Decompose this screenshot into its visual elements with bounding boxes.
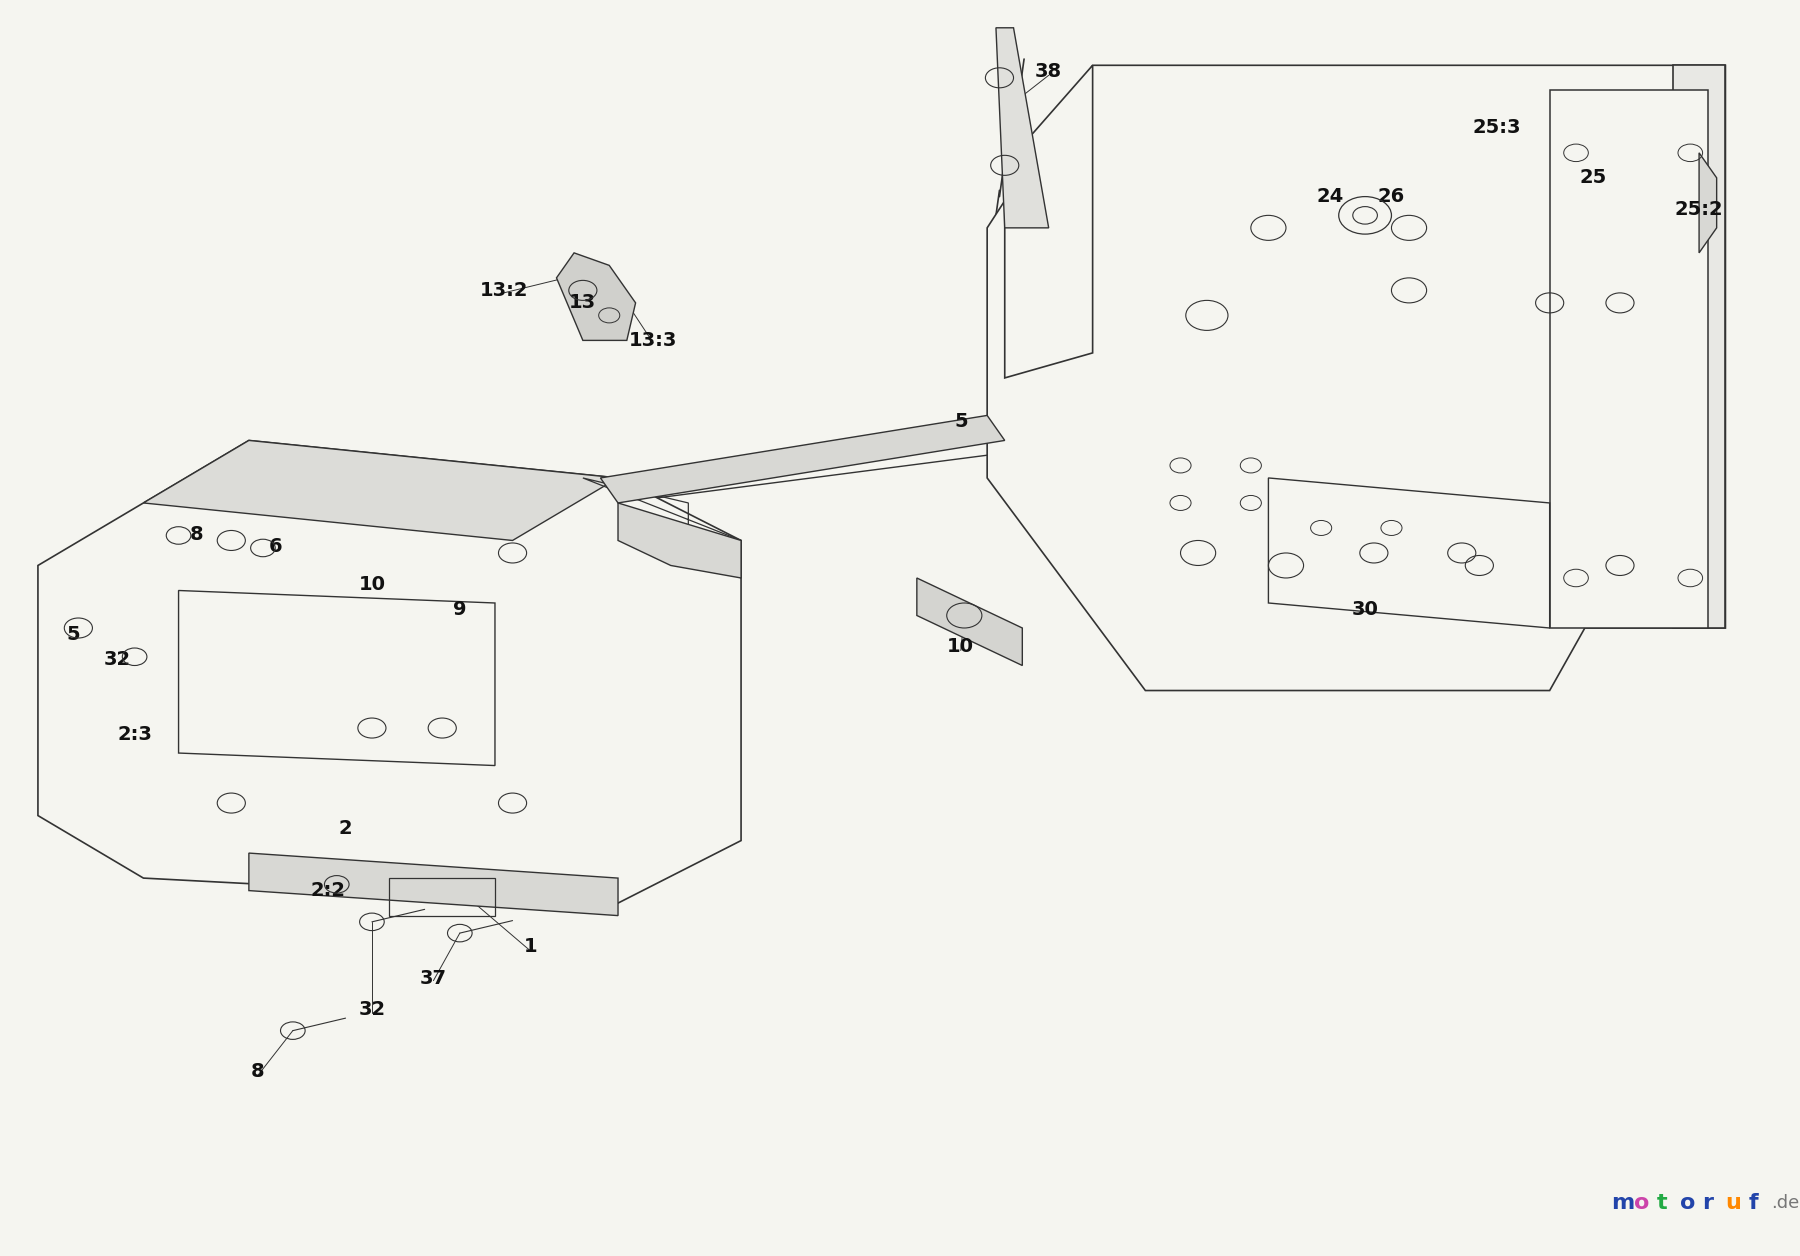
Text: o: o: [1634, 1193, 1649, 1213]
Text: o: o: [1679, 1193, 1696, 1213]
Text: f: f: [1748, 1193, 1759, 1213]
Polygon shape: [617, 502, 742, 578]
Text: u: u: [1726, 1193, 1741, 1213]
Polygon shape: [1699, 153, 1717, 252]
Text: .de: .de: [1771, 1194, 1800, 1212]
Polygon shape: [601, 416, 1004, 502]
Text: 5: 5: [67, 624, 79, 644]
Text: 13:3: 13:3: [628, 330, 677, 350]
Text: 32: 32: [358, 1000, 385, 1019]
Text: 1: 1: [524, 937, 536, 956]
Text: 25:2: 25:2: [1674, 200, 1723, 219]
Text: 25: 25: [1580, 168, 1607, 187]
Text: 8: 8: [189, 525, 203, 544]
Text: 38: 38: [1035, 62, 1062, 82]
Text: 5: 5: [954, 412, 968, 431]
Ellipse shape: [1206, 303, 1364, 453]
Polygon shape: [1269, 479, 1550, 628]
Text: 10: 10: [358, 575, 385, 594]
Text: 8: 8: [250, 1063, 265, 1081]
Text: 2: 2: [338, 819, 353, 838]
Text: 13:2: 13:2: [479, 281, 527, 300]
Polygon shape: [38, 441, 742, 903]
Text: r: r: [1703, 1193, 1714, 1213]
Text: 24: 24: [1316, 187, 1343, 206]
Text: 30: 30: [1352, 600, 1379, 619]
Polygon shape: [995, 28, 1049, 227]
Text: 13: 13: [569, 294, 596, 313]
Polygon shape: [556, 252, 635, 340]
Text: 10: 10: [947, 637, 974, 656]
Polygon shape: [986, 65, 1726, 691]
Text: 2:2: 2:2: [310, 882, 346, 901]
Polygon shape: [248, 853, 617, 916]
Ellipse shape: [1474, 391, 1589, 515]
Text: 32: 32: [103, 649, 131, 668]
Polygon shape: [1004, 65, 1093, 378]
Text: m: m: [1611, 1193, 1634, 1213]
Text: 26: 26: [1377, 187, 1406, 206]
Polygon shape: [1672, 65, 1726, 628]
Text: 37: 37: [419, 968, 446, 987]
Text: t: t: [1656, 1193, 1667, 1213]
Text: 6: 6: [268, 538, 283, 556]
Polygon shape: [1550, 90, 1708, 628]
Text: 25:3: 25:3: [1472, 118, 1521, 137]
Text: 9: 9: [454, 600, 466, 619]
Polygon shape: [144, 441, 617, 540]
Ellipse shape: [1343, 378, 1440, 479]
Ellipse shape: [1580, 328, 1678, 479]
Text: 2:3: 2:3: [117, 725, 151, 744]
Polygon shape: [916, 578, 1022, 666]
